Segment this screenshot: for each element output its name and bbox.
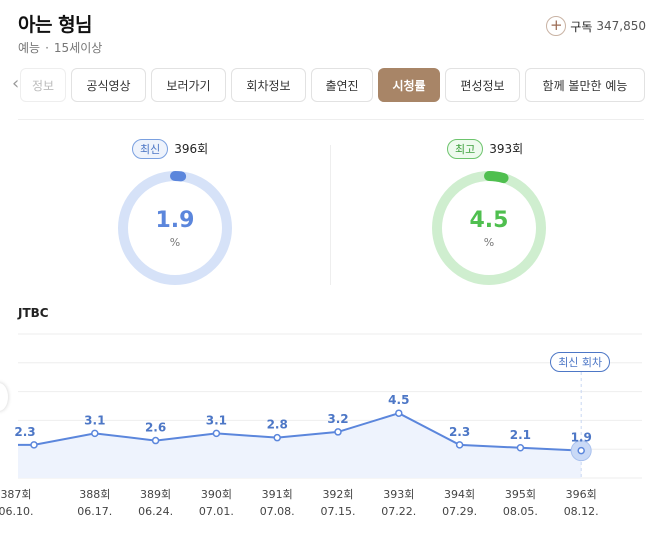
highest-rating-unit: % bbox=[483, 236, 495, 249]
highest-rating-ring bbox=[432, 171, 546, 285]
x-tick-date: 06.10. bbox=[0, 505, 34, 518]
data-point bbox=[577, 446, 585, 455]
highest-episode: 393회 bbox=[489, 142, 524, 156]
latest-episode: 396회 bbox=[174, 142, 209, 156]
x-tick-episode: 391회 bbox=[262, 488, 293, 501]
x-tick-episode: 387회 bbox=[0, 488, 31, 501]
tab-label: 공식영상 bbox=[86, 78, 131, 93]
tab-label: 보러가기 bbox=[166, 78, 211, 93]
chevron-left-icon[interactable]: ‹ bbox=[12, 73, 20, 94]
data-label: 3.1 bbox=[84, 413, 105, 427]
data-point bbox=[273, 433, 281, 442]
program-meta: 예능 · 15세이상 bbox=[18, 39, 102, 56]
x-tick-date: 07.22. bbox=[381, 505, 416, 518]
plus-icon: + bbox=[546, 16, 567, 36]
data-label: 1.9 bbox=[571, 431, 592, 445]
tab-watch[interactable]: 보러가기 bbox=[151, 68, 226, 102]
data-label: 2.6 bbox=[145, 421, 166, 435]
data-point bbox=[334, 428, 342, 436]
tab-cast[interactable]: 출연진 bbox=[311, 68, 373, 102]
age-rating-label: 15세이상 bbox=[53, 41, 103, 55]
chart-area-fill bbox=[18, 413, 582, 478]
highest-badge: 최고 bbox=[447, 139, 484, 159]
tab-official-videos[interactable]: 공식영상 bbox=[71, 68, 146, 102]
latest-episode-tag: 최신 회차 bbox=[550, 352, 611, 372]
subscribe-label: 구독 bbox=[570, 19, 593, 34]
tab-info[interactable]: 정보 bbox=[20, 68, 66, 102]
tab-recommendations[interactable]: 함께 볼만한 예능 bbox=[525, 68, 645, 102]
tab-label: 회차정보 bbox=[246, 78, 291, 93]
data-point bbox=[395, 409, 403, 417]
x-tick-episode: 394회 bbox=[444, 488, 475, 501]
highest-ring-progress bbox=[432, 171, 546, 285]
network-label: JTBC bbox=[18, 306, 49, 320]
data-label: 2.3 bbox=[14, 425, 35, 439]
data-label: 2.3 bbox=[449, 425, 470, 439]
tab-label: 편성정보 bbox=[460, 78, 505, 93]
highest-rating-value: 4.5 bbox=[469, 208, 509, 233]
latest-ring-progress bbox=[118, 171, 232, 285]
data-point bbox=[151, 436, 160, 445]
latest-rating-value: 1.9 bbox=[155, 208, 195, 233]
tab-label: 출연진 bbox=[325, 78, 359, 93]
summary-divider bbox=[330, 145, 331, 285]
x-tick-date: 08.05. bbox=[503, 505, 538, 518]
data-point bbox=[455, 441, 464, 449]
x-tick-episode: 395회 bbox=[505, 488, 536, 501]
x-tick-episode: 392회 bbox=[322, 488, 353, 501]
data-point bbox=[212, 429, 221, 438]
x-tick-episode: 393회 bbox=[383, 488, 414, 501]
highest-rating-header: 최고 393회 bbox=[447, 138, 523, 159]
subscriber-count: 347,850 bbox=[596, 19, 646, 33]
x-tick-date: 07.29. bbox=[442, 505, 477, 518]
chart-scroll-handle[interactable] bbox=[0, 383, 8, 411]
data-label: 3.2 bbox=[327, 412, 348, 426]
data-label: 2.1 bbox=[510, 428, 531, 442]
meta-separator: · bbox=[45, 41, 49, 55]
x-tick-episode: 388회 bbox=[79, 488, 110, 501]
tab-label: 함께 볼만한 예능 bbox=[542, 78, 628, 93]
data-label: 4.5 bbox=[388, 393, 409, 407]
data-point bbox=[30, 441, 38, 449]
data-point bbox=[516, 444, 525, 452]
latest-rating-header: 최신 396회 bbox=[132, 138, 208, 159]
subscribe-button[interactable]: + 구독 347,850 bbox=[546, 16, 646, 36]
x-tick-date: 07.15. bbox=[321, 505, 356, 518]
tab-label: 시청률 bbox=[392, 78, 426, 93]
latest-rating-ring bbox=[118, 171, 232, 285]
data-label: 3.1 bbox=[206, 413, 227, 427]
x-tick-date: 08.12. bbox=[564, 505, 599, 518]
data-point bbox=[91, 429, 99, 438]
x-tick-episode: 396회 bbox=[566, 488, 597, 501]
tab-label: 정보 bbox=[31, 78, 55, 93]
x-tick-date: 07.08. bbox=[260, 505, 295, 518]
tab-episodes[interactable]: 회차정보 bbox=[231, 68, 306, 102]
section-divider bbox=[18, 119, 644, 120]
program-title: 아는 형님 bbox=[18, 14, 93, 36]
genre-label: 예능 bbox=[18, 41, 41, 55]
x-tick-episode: 389회 bbox=[140, 488, 171, 501]
tab-ratings[interactable]: 시청률 bbox=[378, 68, 440, 102]
ratings-chart: 2.3 387회 06.10. 3.1 388회 06.17. 2.6 389회 06.24. 3… bbox=[0, 333, 642, 518]
x-tick-date: 07.01. bbox=[199, 505, 234, 518]
latest-badge: 최신 bbox=[132, 139, 169, 159]
tab-bar: 정보 ‹ 공식영상 보러가기 회차정보 출연진 시청률 편성정보 함께 볼만한 … bbox=[0, 68, 660, 104]
x-tick-episode: 390회 bbox=[201, 488, 232, 501]
tab-schedule[interactable]: 편성정보 bbox=[445, 68, 520, 102]
latest-rating-unit: % bbox=[169, 236, 181, 249]
x-tick-date: 06.24. bbox=[138, 505, 173, 518]
data-label: 2.8 bbox=[267, 418, 288, 432]
x-tick-date: 06.17. bbox=[77, 505, 112, 518]
